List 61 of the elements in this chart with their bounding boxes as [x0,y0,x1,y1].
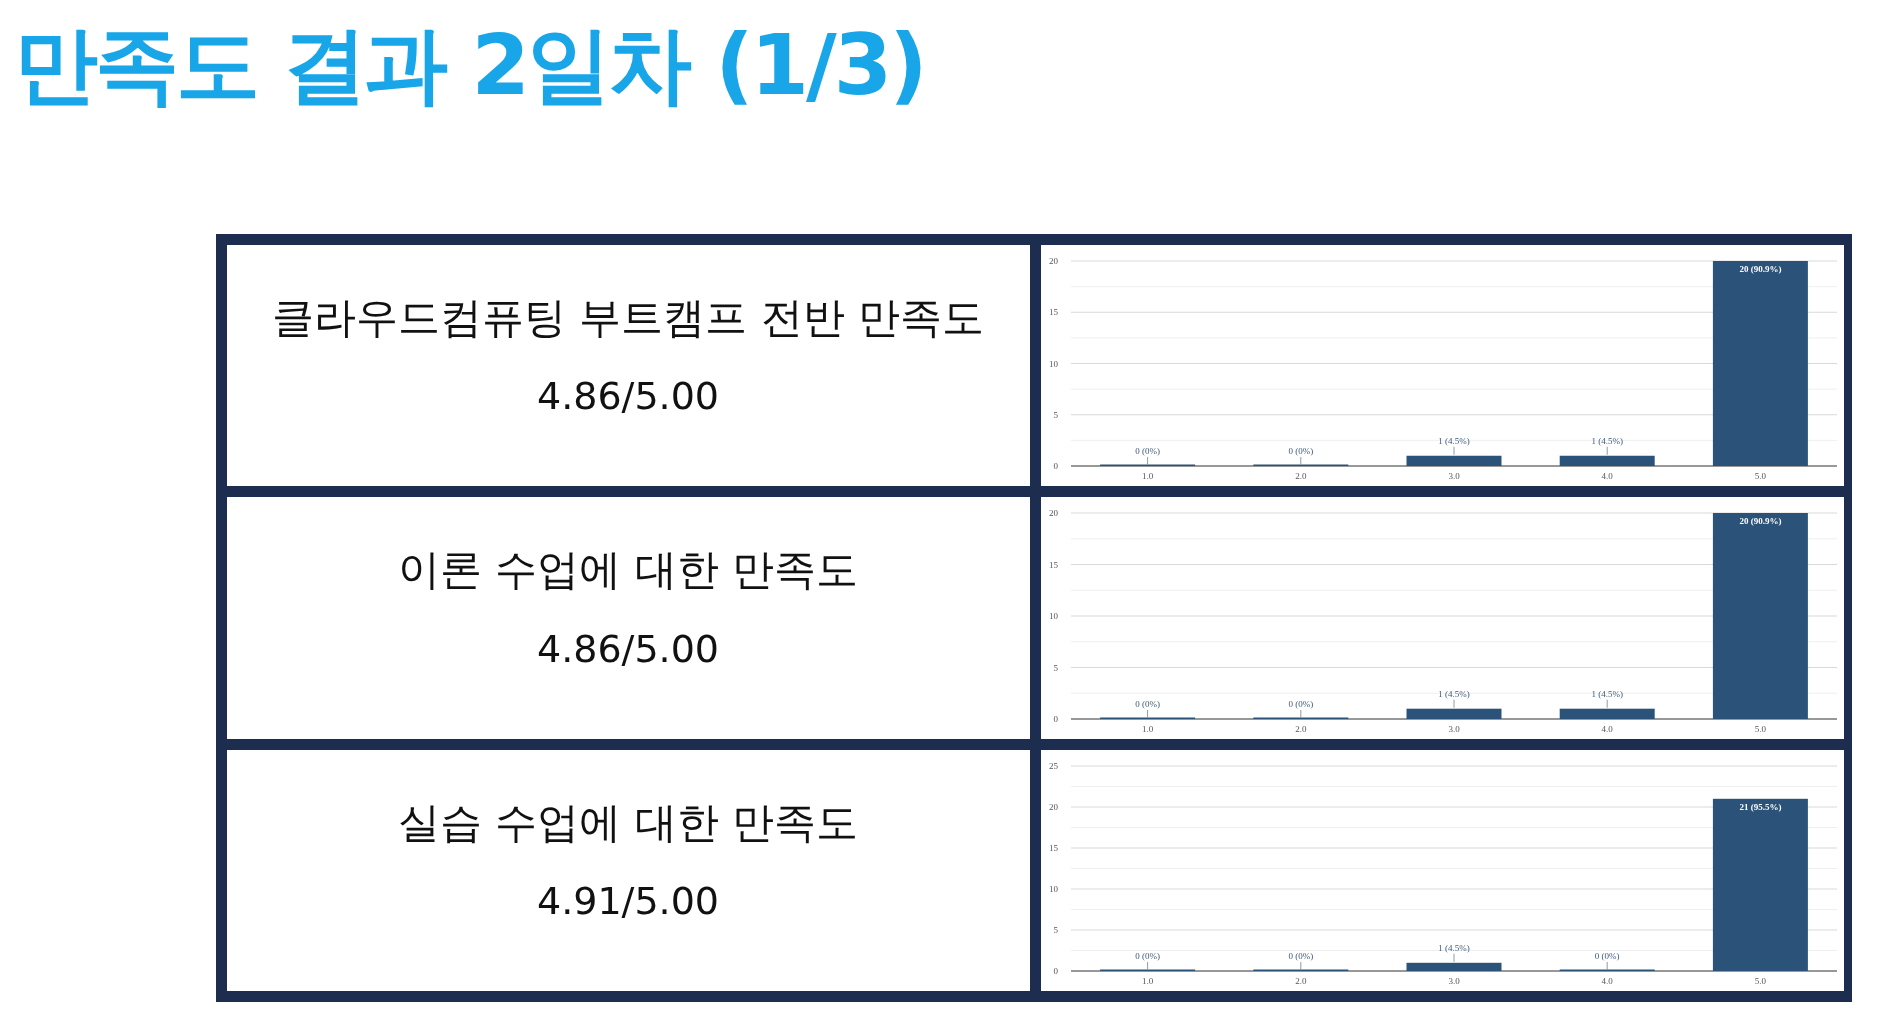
text: 4.86/5.00 [536,373,720,418]
data-label: 0 (0%) [1288,446,1314,456]
bar [1406,455,1502,466]
bar [1712,261,1808,466]
x-tick-label: 1.0 [1141,471,1154,481]
x-tick-label: 4.0 [1601,976,1614,986]
data-label: 0 (0%) [1288,699,1314,709]
text: 클라우드컴퓨팅 부트캠프 전반 만족도 [271,292,985,342]
bar [1406,708,1502,719]
y-tick-label: 0 [1053,461,1059,471]
x-tick-label: 3.0 [1448,724,1461,734]
y-tick-label: 20 [1049,802,1059,812]
bar [1406,962,1502,971]
bar [1712,513,1808,719]
bar [1712,798,1808,971]
y-tick-label: 5 [1053,925,1059,935]
y-tick-label: 10 [1049,884,1059,894]
y-tick-label: 0 [1053,966,1059,976]
data-label: 1 (4.5%) [1438,688,1470,699]
y-tick-label: 20 [1049,256,1059,266]
data-label: 0 (0%) [1135,699,1160,709]
bar [1559,708,1655,719]
x-tick-label: 4.0 [1601,471,1614,481]
data-label: 1 (4.5%) [1591,435,1623,446]
y-tick-label: 0 [1053,714,1059,724]
text: 이론 수업에 대한 만족도 [397,545,859,595]
data-label: 1 (4.5%) [1591,688,1623,699]
y-tick-label: 10 [1049,611,1059,621]
x-tick-label: 2.0 [1295,724,1307,734]
data-label: 0 (0%) [1594,951,1620,961]
y-tick-label: 20 [1049,508,1059,518]
text: 4.86/5.00 [536,626,720,671]
data-label: 0 (0%) [1135,951,1160,961]
x-tick-label: 5.0 [1754,471,1767,481]
x-tick-label: 3.0 [1448,976,1461,986]
y-tick-label: 5 [1053,409,1059,420]
text: 4.91/5.00 [536,878,720,923]
text: 만족도 결과 2일차 (1/3) [14,16,925,114]
x-tick-label: 3.0 [1448,471,1461,481]
x-tick-label: 4.0 [1601,724,1614,734]
y-tick-label: 15 [1049,307,1059,318]
x-tick-label: 5.0 [1754,976,1767,986]
x-tick-label: 1.0 [1141,976,1154,986]
data-label: 1 (4.5%) [1438,942,1470,953]
x-tick-label: 1.0 [1141,724,1154,734]
data-label: 20 (90.9%) [1739,264,1782,274]
y-tick-label: 10 [1049,358,1059,369]
data-label: 0 (0%) [1288,951,1314,961]
text: 실습 수업에 대한 만족도 [397,797,859,847]
y-tick-label: 25 [1049,761,1059,771]
data-label: 1 (4.5%) [1438,435,1470,446]
data-label: 21 (95.5%) [1739,801,1782,812]
y-tick-label: 5 [1053,662,1059,673]
data-label: 0 (0%) [1135,446,1160,456]
x-tick-label: 2.0 [1295,976,1307,986]
x-tick-label: 2.0 [1295,471,1307,481]
y-tick-label: 15 [1049,559,1059,570]
y-tick-label: 15 [1049,843,1059,853]
x-tick-label: 5.0 [1754,724,1767,734]
bar [1559,455,1655,466]
data-label: 20 (90.9%) [1739,516,1782,526]
